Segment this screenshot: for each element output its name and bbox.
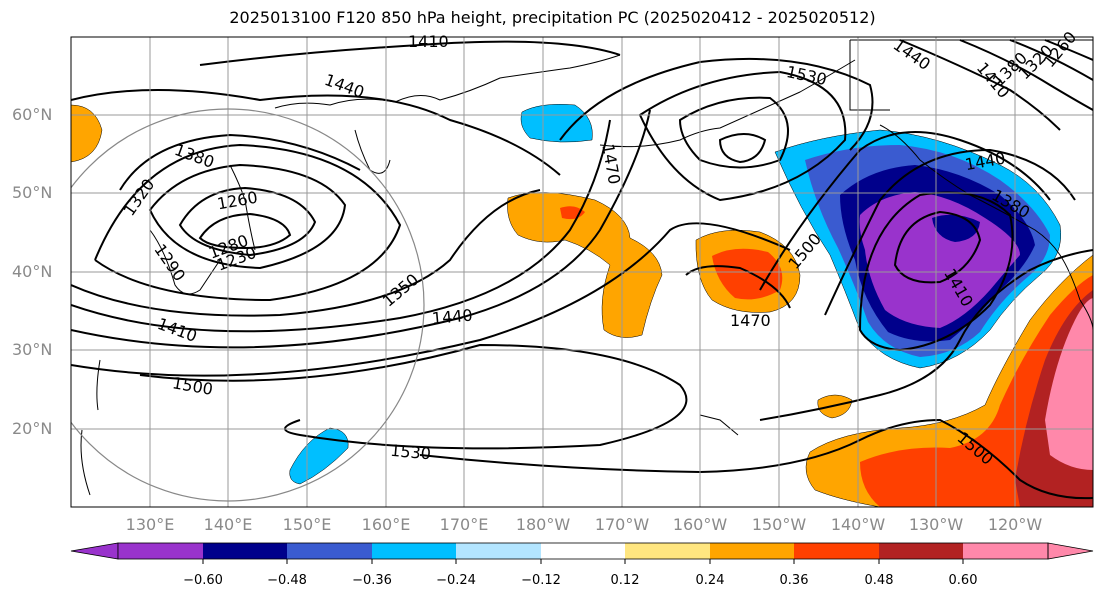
colorbar-tick-label: −0.36 — [352, 573, 392, 588]
colorbar-swatch — [203, 543, 288, 559]
height-contour — [678, 96, 789, 169]
colorbar-tick-label: 0.60 — [948, 573, 978, 588]
height-contour — [119, 133, 361, 191]
colorbar-tick-label: 0.24 — [695, 573, 725, 588]
height-contour — [71, 109, 651, 349]
colorbar-extend-high — [1047, 542, 1094, 560]
lat-label: 30°N — [12, 340, 53, 359]
height-contour — [71, 189, 541, 317]
colorbar-swatch — [879, 543, 964, 559]
precip-anomaly-positive — [1045, 298, 1093, 470]
contour-label: 1470 — [730, 311, 771, 330]
height-contour — [71, 119, 611, 333]
height-contour — [638, 70, 847, 202]
coastline — [699, 414, 739, 436]
height-contour — [824, 148, 1076, 316]
height-contour — [71, 222, 791, 377]
colorbar-swatch — [372, 543, 457, 559]
height-contour — [893, 210, 982, 284]
coastline-layer — [80, 39, 1093, 496]
lat-label: 50°N — [12, 183, 53, 202]
height-contour — [1009, 39, 1093, 81]
height-contour — [685, 265, 791, 309]
lon-label: 130°W — [908, 515, 964, 534]
colorbar-swatch — [541, 543, 626, 559]
lat-label: 40°N — [12, 262, 53, 281]
lat-label: 60°N — [12, 105, 53, 124]
height-contour — [198, 212, 292, 250]
lon-label: 130°E — [125, 515, 175, 534]
colorbar-tick-label: 0.36 — [779, 573, 809, 588]
coastline — [274, 54, 621, 109]
lon-label: 150°E — [282, 515, 332, 534]
contour-label: 1530 — [389, 441, 431, 463]
lon-label: 140°E — [203, 515, 253, 534]
height-contour — [759, 249, 1093, 421]
range-circle — [71, 108, 425, 502]
coastline — [149, 229, 221, 295]
height-contour — [94, 143, 402, 302]
height-contour — [148, 163, 347, 270]
precip-anomaly-positive — [507, 192, 663, 338]
lon-label: 120°W — [987, 515, 1043, 534]
height-contour — [718, 133, 767, 164]
colorbar-swatch — [794, 543, 879, 559]
colorbar-outline — [117, 542, 1049, 560]
lon-label: 170°E — [439, 515, 489, 534]
height-contour — [759, 131, 1051, 291]
contour-label: 1440 — [431, 305, 473, 327]
colorbar — [70, 542, 1094, 564]
lon-label: 160°E — [361, 515, 411, 534]
lon-label: 160°W — [672, 515, 728, 534]
colorbar-tick-label: −0.12 — [521, 573, 561, 588]
lon-label: 140°W — [830, 515, 886, 534]
height-contour — [199, 40, 621, 66]
lat-label: 20°N — [12, 419, 53, 438]
colorbar-swatch — [456, 543, 541, 559]
lon-label: 180°W — [515, 515, 571, 534]
coastline — [849, 39, 1093, 111]
lon-label: 170°W — [594, 515, 650, 534]
height-contour — [71, 89, 561, 176]
colorbar-tick-label: −0.60 — [183, 573, 223, 588]
colorbar-tick-label: 0.12 — [610, 573, 640, 588]
precip-anomaly-negative — [520, 104, 593, 143]
colorbar-extend-low — [70, 542, 119, 560]
colorbar-tick-label: −0.48 — [267, 573, 307, 588]
height-contour — [1044, 39, 1093, 61]
height-contour — [959, 39, 1093, 111]
colorbar-swatch — [963, 543, 1048, 559]
colorbar-swatch — [118, 543, 203, 559]
colorbar-tick-label: −0.24 — [436, 573, 476, 588]
height-contour — [139, 343, 688, 450]
precip-anomaly-positive — [71, 104, 103, 163]
colorbar-swatch — [625, 543, 710, 559]
colorbar-swatch — [710, 543, 795, 559]
height-contour — [899, 39, 1061, 131]
height-contour — [559, 57, 874, 151]
lon-label: 150°W — [751, 515, 807, 534]
precip-anomaly-positive — [712, 248, 783, 300]
coastline — [599, 59, 856, 148]
map-title: 2025013100 F120 850 hPa height, precipit… — [229, 8, 876, 27]
precip-anomaly-negative — [859, 192, 1020, 328]
colorbar-tick-label: 0.48 — [864, 573, 894, 588]
contour-label: 1410 — [408, 32, 449, 51]
map-frame — [70, 36, 1094, 508]
colorbar-swatch — [287, 543, 372, 559]
coastline — [879, 124, 1093, 331]
coastline — [229, 164, 256, 251]
height-contour — [419, 418, 1093, 500]
grid-layer — [71, 37, 1093, 507]
